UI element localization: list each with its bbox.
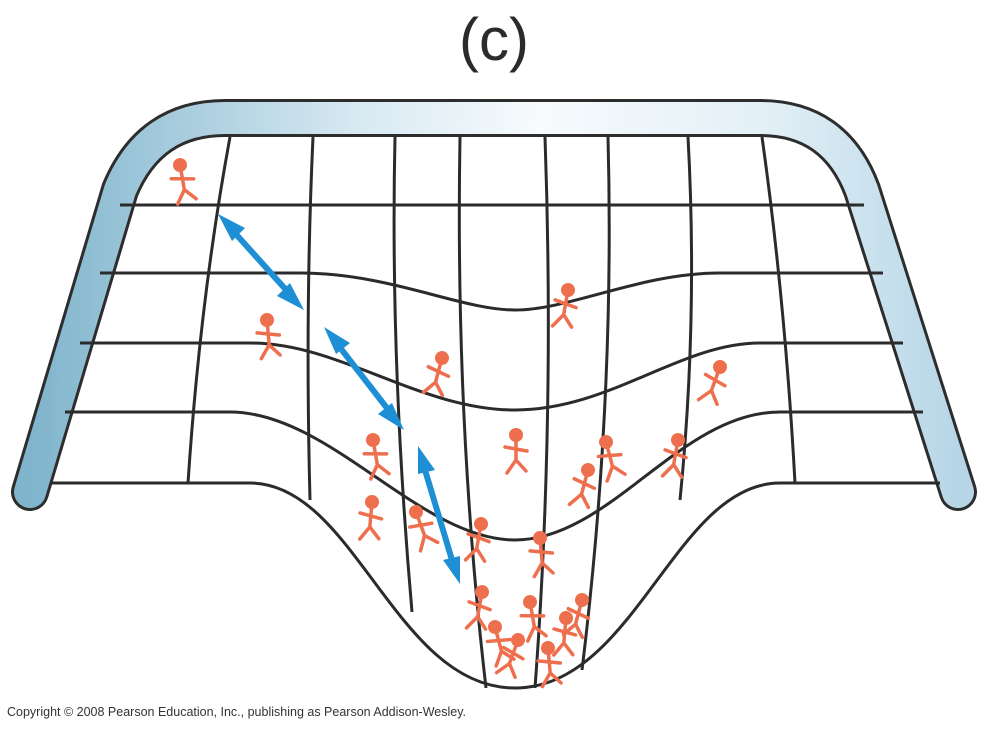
stick-figure-icon [660, 433, 688, 479]
grid-line-v2 [306, 136, 315, 501]
double-headed-arrow-icon [418, 446, 460, 584]
grid-line-h2 [100, 271, 883, 312]
double-headed-arrow-icon [218, 214, 304, 310]
stick-figure-icon [485, 620, 516, 668]
stick-figure-icon [567, 463, 597, 510]
stick-figure-icon [463, 517, 491, 563]
stick-figure-icon [408, 505, 440, 553]
grid-line-h5 [50, 481, 940, 690]
stick-figure-icon [696, 360, 727, 406]
grid-line-v3 [392, 136, 414, 613]
stick-figure-icon [362, 433, 391, 481]
stick-figure-icon [596, 435, 627, 483]
panel-label: (c) [459, 6, 529, 73]
stick-figure-icon [536, 641, 563, 689]
grid-line-v6 [580, 136, 611, 671]
stick-figure-icon [464, 585, 492, 631]
double-headed-arrow-icon [324, 327, 404, 430]
stick-figure-icon [255, 313, 282, 361]
stick-figure-icon [503, 428, 529, 475]
stick-figure-icon [421, 351, 451, 398]
stick-figure-icon [550, 283, 578, 329]
double-headed-arrows [218, 214, 460, 584]
stick-figure-icon [357, 495, 384, 541]
grid-line-h4 [65, 410, 923, 542]
grid-line-v1 [186, 136, 232, 484]
copyright-notice: Copyright © 2008 Pearson Education, Inc.… [7, 705, 467, 719]
stick-figure-icon [169, 158, 198, 206]
people-on-trampoline [169, 158, 727, 689]
curved-grid-net [50, 136, 940, 690]
grid-line-h3 [80, 341, 903, 412]
stick-figure-icon [519, 595, 548, 643]
stick-figure-icon [551, 611, 578, 657]
trampoline-frame [11, 99, 977, 511]
stick-figure-icon [494, 633, 525, 679]
grid-line-v7 [678, 136, 694, 501]
grid-line-v8 [760, 136, 797, 484]
stick-figure-icon [561, 593, 591, 640]
stick-figure-icon [528, 531, 555, 579]
grid-line-v5 [533, 136, 550, 689]
